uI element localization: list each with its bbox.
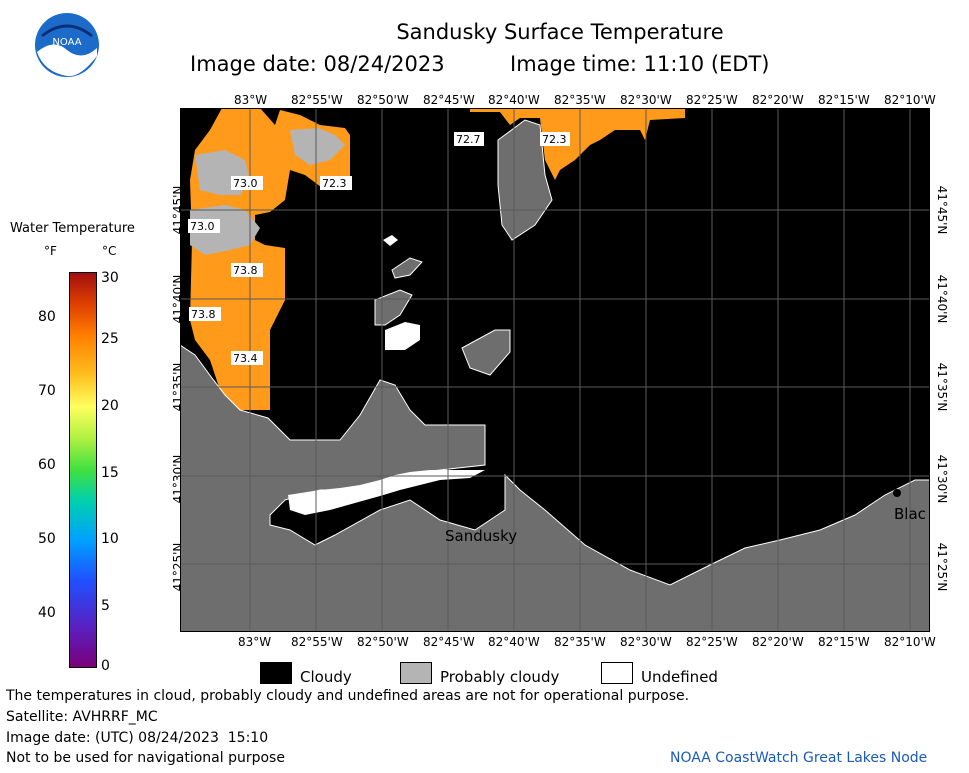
lon-label-top: 83°W <box>234 93 268 107</box>
lat-label-right: 41°35'N <box>935 362 949 412</box>
temp-label: 72.7 <box>456 133 481 146</box>
legend-swatch-probably-cloudy <box>400 662 432 684</box>
footer-credit: NOAA CoastWatch Great Lakes Node <box>670 750 928 766</box>
c-tick: 0 <box>101 658 110 674</box>
image-time: Image time: 11:10 (EDT) <box>510 52 770 76</box>
legend-swatch-undefined <box>601 662 633 684</box>
land-south <box>179 344 931 633</box>
island <box>391 257 423 279</box>
lon-label-bottom: 82°40'W <box>488 635 540 649</box>
city-dot <box>893 489 901 497</box>
legend-unit-c: °C <box>102 244 117 258</box>
footer-nav-warning: Not to be used for navigational purpose <box>6 750 285 766</box>
c-tick: 30 <box>101 270 119 286</box>
lon-label-bottom: 83°W <box>238 635 272 649</box>
c-tick: 10 <box>101 531 119 547</box>
noaa-logo-text: NOAA <box>52 37 81 48</box>
lon-label-bottom: 82°45'W <box>423 635 475 649</box>
warm-water-north <box>470 108 685 180</box>
map-svg: 72.7 72.3 73.0 72.3 73.0 73.8 73.8 73.4 … <box>179 108 931 633</box>
lon-label-top: 82°25'W <box>686 93 738 107</box>
lon-label-top: 82°35'W <box>554 93 606 107</box>
lon-label-bottom: 82°55'W <box>291 635 343 649</box>
probably-cloudy-patch <box>290 128 345 165</box>
legend-unit-f: °F <box>44 244 57 258</box>
lon-label-bottom: 82°30'W <box>620 635 672 649</box>
lon-label-top: 82°20'W <box>752 93 804 107</box>
image-date: Image date: 08/24/2023 <box>190 52 445 76</box>
lon-label-bottom: 82°10'W <box>884 635 936 649</box>
legend-swatch-cloudy <box>260 662 292 684</box>
f-tick: 70 <box>38 383 56 399</box>
f-tick: 80 <box>38 309 56 325</box>
c-tick: 15 <box>101 465 119 481</box>
lon-label-top: 82°40'W <box>488 93 540 107</box>
legend-label-probably-cloudy: Probably cloudy <box>440 668 560 686</box>
legend-label-cloudy: Cloudy <box>300 668 352 686</box>
footer-satellite: Satellite: AVHRRF_MC <box>6 709 158 725</box>
legend-label-undefined: Undefined <box>641 668 718 686</box>
f-tick: 50 <box>38 531 56 547</box>
undefined-area <box>385 322 420 350</box>
lon-label-bottom: 82°15'W <box>818 635 870 649</box>
noaa-logo-icon: NOAA <box>35 13 99 77</box>
temp-label: 73.4 <box>233 352 258 365</box>
temp-label: 73.0 <box>190 220 215 233</box>
temp-label: 73.8 <box>233 264 258 277</box>
grid <box>180 108 930 632</box>
lon-label-bottom: 82°50'W <box>357 635 409 649</box>
place-label-sandusky: Sandusky <box>445 527 517 545</box>
c-tick: 25 <box>101 331 119 347</box>
lon-label-bottom: 82°20'W <box>752 635 804 649</box>
place-label-blac: Blac <box>894 505 926 523</box>
temp-label: 72.3 <box>322 177 347 190</box>
lon-label-top: 82°55'W <box>291 93 343 107</box>
footer-utc-date: Image date: (UTC) 08/24/2023 15:10 <box>6 730 269 746</box>
legend-title: Water Temperature <box>10 221 135 236</box>
undefined-area <box>288 470 485 515</box>
lat-label-right: 41°30'N <box>935 454 949 504</box>
lon-label-top: 82°30'W <box>620 93 672 107</box>
lon-label-top: 82°15'W <box>818 93 870 107</box>
noaa-logo: NOAA <box>34 12 100 78</box>
lat-label-right: 41°25'N <box>935 542 949 592</box>
lon-label-bottom: 82°35'W <box>554 635 606 649</box>
f-tick: 60 <box>38 457 56 473</box>
lat-label-right: 41°45'N <box>935 185 949 235</box>
lon-label-top: 82°50'W <box>357 93 409 107</box>
color-bar <box>69 272 97 668</box>
temp-label: 73.8 <box>191 308 216 321</box>
island <box>461 329 511 376</box>
temp-label: 72.3 <box>542 133 567 146</box>
footer-disclaimer: The temperatures in cloud, probably clou… <box>6 688 690 704</box>
lon-label-top: 82°10'W <box>884 93 936 107</box>
lon-label-bottom: 82°25'W <box>686 635 738 649</box>
map-frame: 72.7 72.3 73.0 72.3 73.0 73.8 73.8 73.4 … <box>179 108 931 633</box>
island <box>383 235 398 246</box>
f-tick: 40 <box>38 605 56 621</box>
map-title: Sandusky Surface Temperature <box>396 20 724 44</box>
lat-label-right: 41°40'N <box>935 274 949 324</box>
c-tick: 5 <box>101 598 110 614</box>
lon-label-top: 82°45'W <box>423 93 475 107</box>
c-tick: 20 <box>101 398 119 414</box>
temp-label: 73.0 <box>233 177 258 190</box>
probably-cloudy-patch <box>190 205 260 255</box>
